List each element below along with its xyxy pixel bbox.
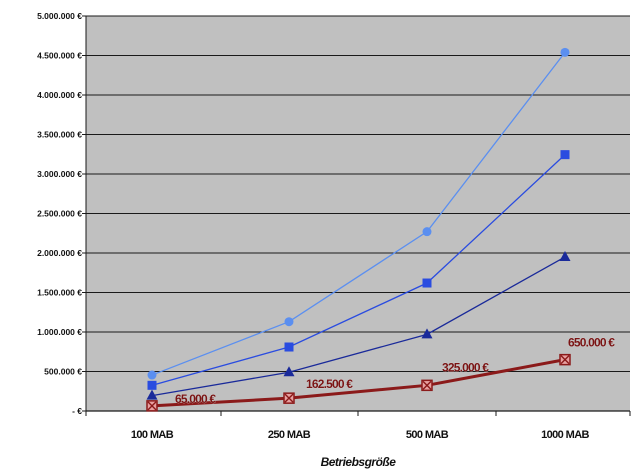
data-label: 650.000 €: [568, 336, 615, 350]
data-point-triangle: [421, 328, 433, 339]
y-tick-label: 500.000 €: [44, 367, 82, 377]
data-point-circle: [560, 47, 570, 57]
y-tick-label: 3.500.000 €: [37, 130, 82, 140]
data-label: 325.000 €: [442, 360, 489, 374]
series-line-4: [151, 358, 566, 408]
x-tick-label: 1000 MAB: [541, 429, 589, 441]
series-line-2: [151, 154, 566, 386]
data-point-x-square: [283, 392, 295, 404]
data-point-square: [284, 342, 294, 352]
data-label: 65.000 €: [175, 392, 216, 406]
y-tick-label: 2.500.000 €: [37, 209, 82, 219]
y-tick-label: 3.000.000 €: [37, 169, 82, 179]
data-labels: 65.000 € 162.500 € 325.000 € 650.000 €: [175, 335, 617, 406]
data-label: 162.500 €: [306, 377, 353, 391]
x-axis-title: Betriebsgröße: [321, 455, 397, 469]
x-axis: 100 MAB 250 MAB 500 MAB 1000 MAB: [85, 410, 631, 441]
data-point-circle: [422, 227, 432, 237]
x-tick-label: 250 MAB: [268, 429, 311, 441]
series-group: [146, 47, 571, 412]
data-point-square: [422, 278, 432, 288]
y-tick-label: 4.000.000 €: [37, 90, 82, 100]
data-point-x-square: [421, 379, 433, 392]
y-tick-label: 1.000.000 €: [37, 327, 82, 337]
data-point-square: [147, 380, 157, 390]
y-tick-label: 1.500.000 €: [37, 288, 82, 298]
y-tick-label: 5.000.000 €: [37, 11, 82, 21]
series-line-3: [151, 256, 566, 397]
data-point-x-square: [146, 400, 158, 412]
data-point-triangle: [283, 366, 295, 377]
data-point-triangle: [559, 250, 571, 261]
data-point-square: [560, 150, 570, 160]
data-point-x-square: [559, 353, 571, 366]
data-point-circle: [284, 317, 294, 327]
y-tick-label: 4.500.000 €: [37, 51, 82, 61]
y-tick-label: 2.000.000 €: [37, 248, 82, 258]
y-tick-label: - €: [72, 406, 82, 416]
y-axis: - € 500.000 € 1.000.000 € 1.500.000 € 2.000.…: [37, 11, 87, 416]
data-point-circle: [147, 370, 157, 380]
gridlines: [86, 15, 630, 412]
data-point-triangle: [146, 389, 158, 400]
x-tick-label: 100 MAB: [131, 429, 174, 441]
series-line-1: [151, 51, 566, 376]
x-tick-label: 500 MAB: [406, 429, 449, 441]
